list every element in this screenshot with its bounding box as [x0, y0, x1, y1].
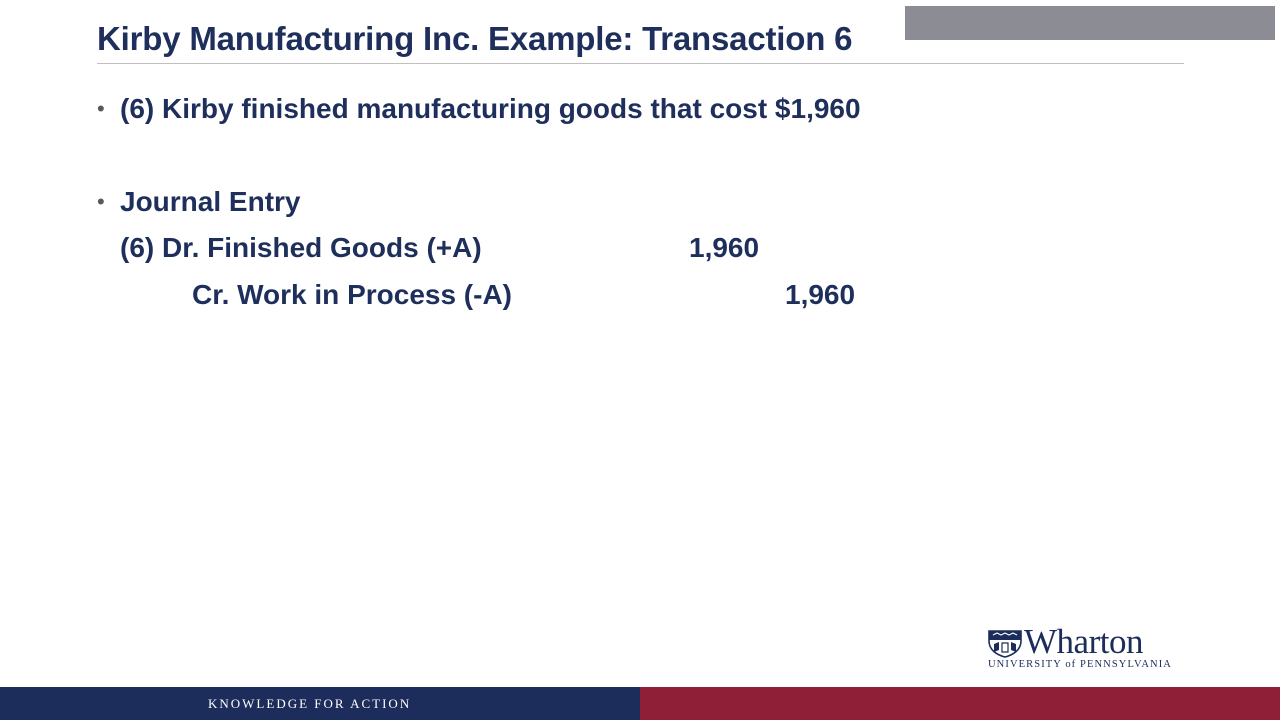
footer-crimson-band: [640, 687, 1280, 720]
bullet-marker: •: [97, 96, 105, 121]
footer-tagline: KNOWLEDGE FOR ACTION: [208, 696, 412, 711]
footer-navy-band: [0, 687, 640, 720]
slide-title: Kirby Manufacturing Inc. Example: Transa…: [97, 20, 853, 57]
journal-debit-amount: 1,960: [689, 232, 760, 263]
journal-debit-label: (6) Dr. Finished Goods (+A): [120, 232, 482, 263]
logo-subtitle: UNIVERSITY of PENNSYLVANIA: [988, 659, 1172, 670]
wharton-logo: Wharton UNIVERSITY of PENNSYLVANIA: [988, 622, 1193, 672]
penn-shield-icon: [988, 630, 1022, 658]
bullet-transaction-description: (6) Kirby finished manufacturing goods t…: [120, 93, 861, 124]
bullet-marker: •: [97, 189, 105, 214]
journal-credit-label: Cr. Work in Process (-A): [192, 279, 513, 310]
bullet-journal-entry-heading: Journal Entry: [120, 186, 301, 217]
logo-wordmark: Wharton: [1024, 622, 1143, 661]
journal-credit-amount: 1,960: [785, 279, 856, 310]
corner-accent-bar: [905, 6, 1275, 40]
title-divider: [97, 63, 1184, 64]
